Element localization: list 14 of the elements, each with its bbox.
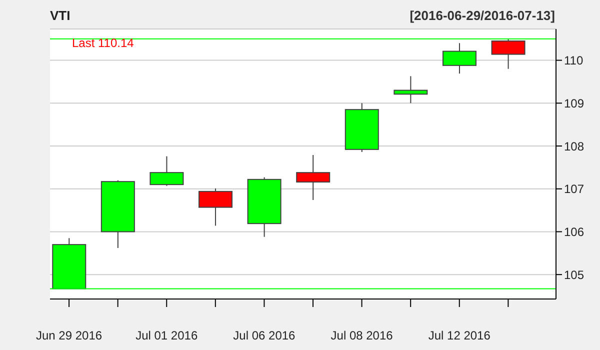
y-tick-label: 105 <box>564 268 584 282</box>
y-tick-label: 109 <box>564 96 584 110</box>
x-tick-label: Jun 29 2016 <box>36 328 102 343</box>
x-tick-label: Jul 06 2016 <box>233 328 296 343</box>
y-tick-label: 107 <box>564 182 584 196</box>
x-tick-label: Jul 01 2016 <box>136 328 198 343</box>
y-tick-label: 106 <box>564 224 584 239</box>
chart-title: VTI <box>50 8 70 23</box>
y-tick-label: 110 <box>564 54 584 68</box>
y-tick-label: 108 <box>564 139 584 154</box>
x-tick-label: Jul 12 2016 <box>428 328 491 343</box>
annotation: Last 110.14 <box>72 36 134 50</box>
x-tick-label: Jul 08 2016 <box>330 328 394 343</box>
chart-subtitle: [2016-06-29/2016-07-13] <box>410 8 555 23</box>
